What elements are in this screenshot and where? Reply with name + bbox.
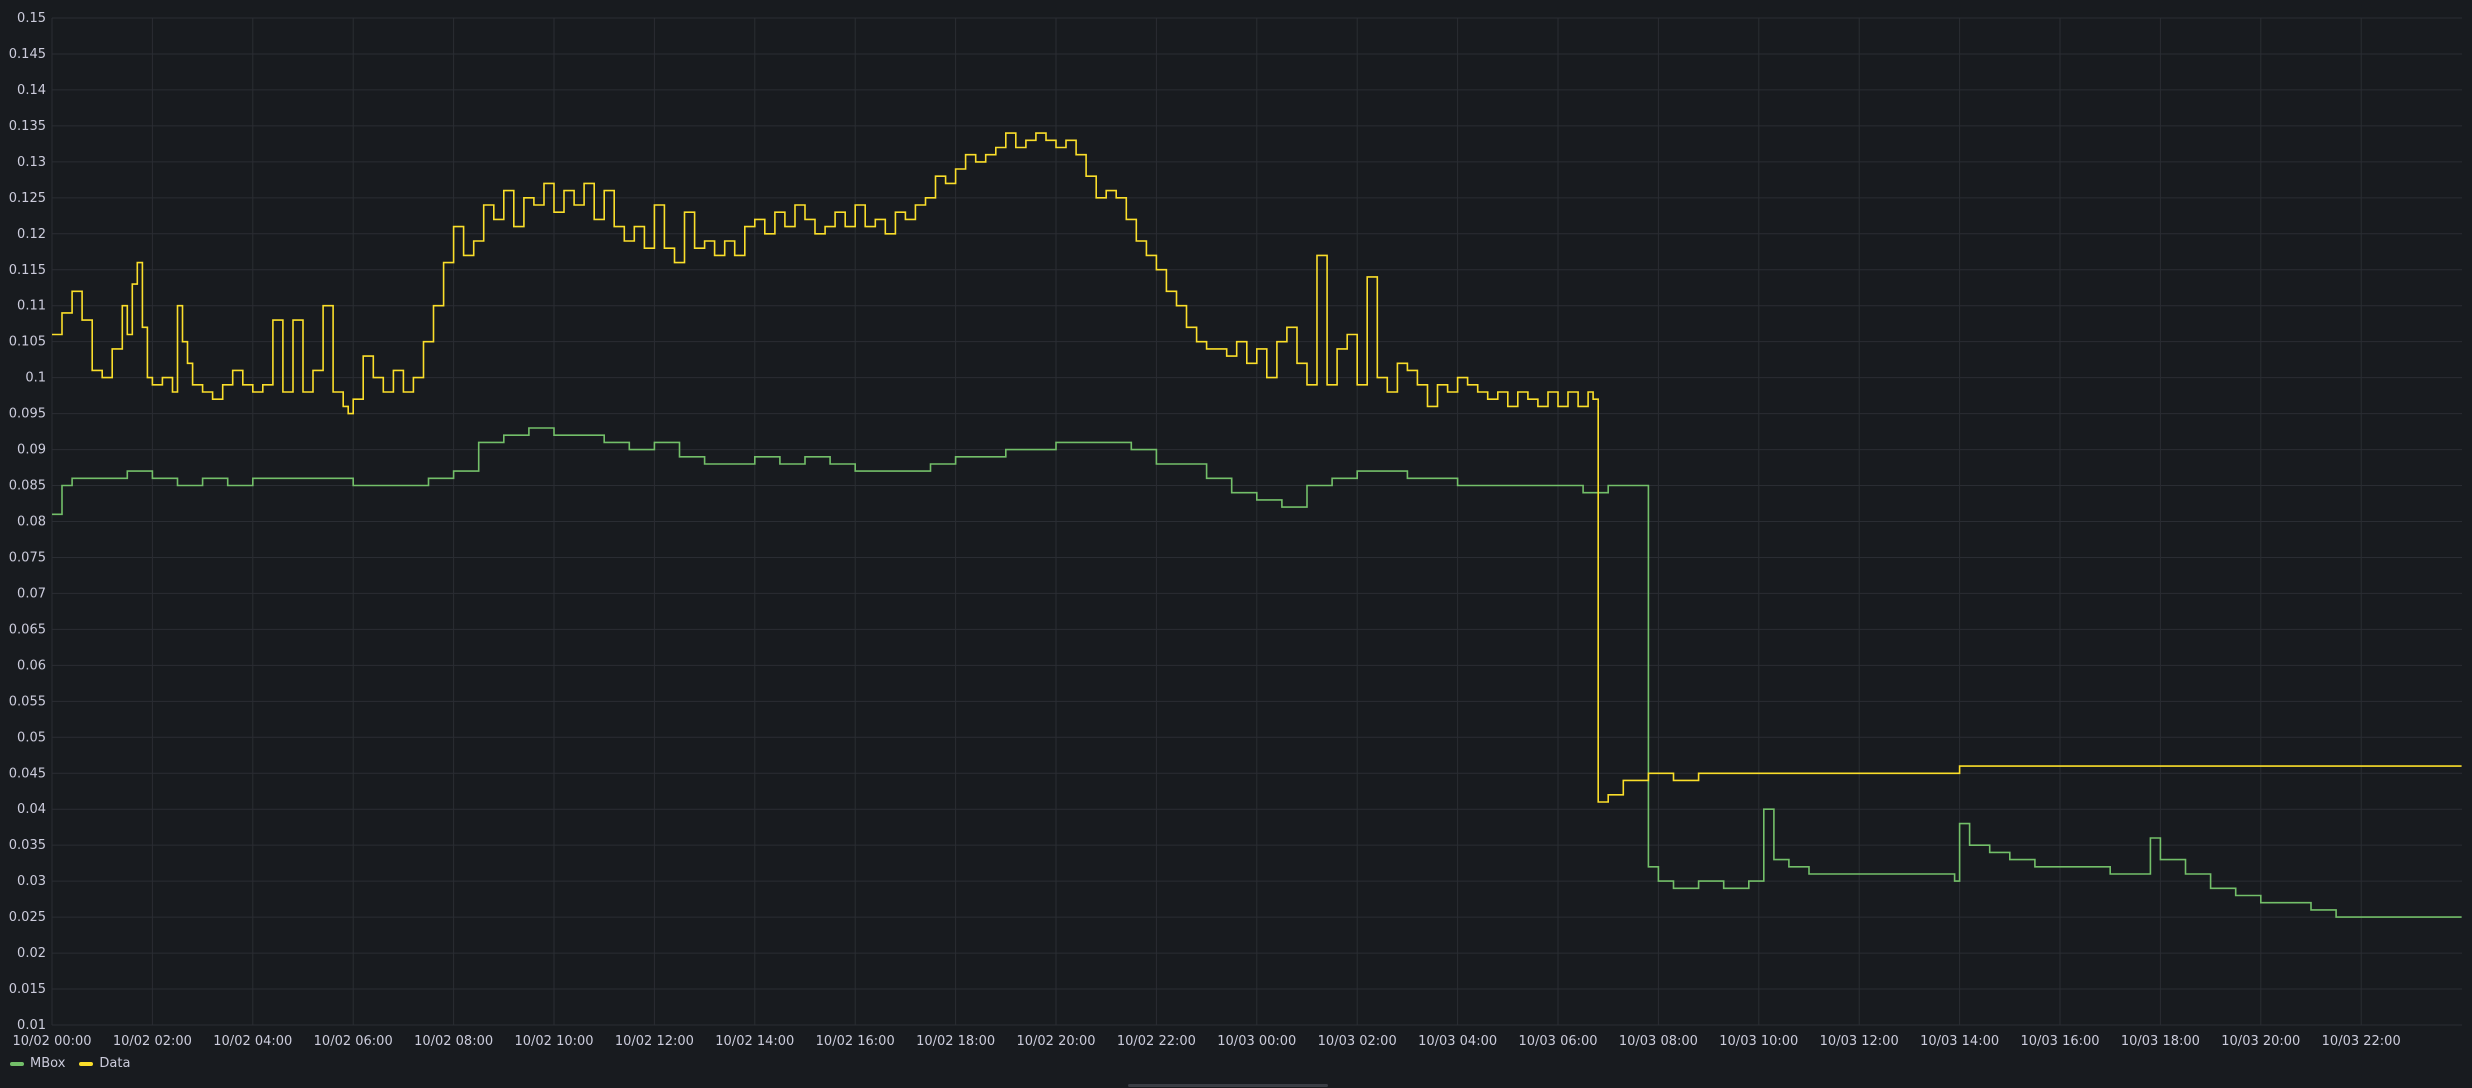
- x-tick-label: 10/03 06:00: [1518, 1034, 1597, 1049]
- y-tick-label: 0.09: [17, 443, 46, 458]
- x-tick-label: 10/03 04:00: [1418, 1034, 1497, 1049]
- y-tick-label: 0.105: [9, 335, 46, 350]
- y-tick-label: 0.035: [9, 838, 46, 853]
- y-tick-label: 0.07: [17, 586, 46, 601]
- legend-label-data: Data: [99, 1056, 131, 1071]
- y-tick-label: 0.05: [17, 730, 46, 745]
- y-tick-label: 0.03: [17, 874, 46, 889]
- y-tick-label: 0.065: [9, 622, 46, 637]
- series-line-data[interactable]: [52, 132, 2462, 803]
- series-layer: [52, 132, 2462, 918]
- y-tick-label: 0.01: [17, 1018, 46, 1033]
- x-axis: 10/02 00:00 10/02 02:00 10/02 04:00 10/02 0…: [12, 1034, 2400, 1049]
- y-tick-label: 0.12: [17, 227, 46, 242]
- y-tick-label: 0.135: [9, 119, 46, 134]
- x-tick-label: 10/03 22:00: [2322, 1034, 2401, 1049]
- legend-item-data[interactable]: Data: [79, 1056, 130, 1071]
- x-tick-label: 10/03 00:00: [1217, 1034, 1296, 1049]
- x-tick-label: 10/03 20:00: [2221, 1034, 2300, 1049]
- y-tick-label: 0.14: [17, 83, 46, 98]
- y-tick-label: 0.04: [17, 802, 46, 817]
- y-tick-label: 0.11: [17, 299, 46, 314]
- y-tick-label: 0.085: [9, 479, 46, 494]
- y-tick-label: 0.08: [17, 515, 46, 530]
- y-tick-label: 0.015: [9, 982, 46, 997]
- x-tick-label: 10/03 10:00: [1719, 1034, 1798, 1049]
- x-tick-label: 10/03 16:00: [2020, 1034, 2099, 1049]
- chart-grid: [51, 17, 2462, 1026]
- x-tick-label: 10/03 14:00: [1920, 1034, 1999, 1049]
- x-tick-label: 10/03 18:00: [2121, 1034, 2200, 1049]
- x-tick-label: 10/02 12:00: [615, 1034, 694, 1049]
- y-tick-label: 0.055: [9, 694, 46, 709]
- y-tick-label: 0.115: [9, 263, 46, 278]
- x-tick-label: 10/03 02:00: [1318, 1034, 1397, 1049]
- legend-item-mbox[interactable]: MBox: [10, 1056, 65, 1071]
- x-tick-label: 10/02 08:00: [414, 1034, 493, 1049]
- y-tick-label: 0.13: [17, 155, 46, 170]
- x-tick-label: 10/02 02:00: [113, 1034, 192, 1049]
- x-tick-label: 10/02 22:00: [1117, 1034, 1196, 1049]
- y-tick-label: 0.075: [9, 550, 46, 565]
- x-tick-label: 10/02 16:00: [816, 1034, 895, 1049]
- legend-swatch-mbox: [10, 1061, 24, 1066]
- legend-label-mbox: MBox: [30, 1056, 66, 1071]
- x-tick-label: 10/02 10:00: [514, 1034, 593, 1049]
- x-tick-label: 10/02 20:00: [1016, 1034, 1095, 1049]
- y-tick-label: 0.025: [9, 910, 46, 925]
- y-axis: 0.01 0.015 0.02 0.025 0.03 0.035 0.04 0.045 0.05…: [9, 11, 46, 1033]
- y-tick-label: 0.125: [9, 191, 46, 206]
- y-tick-label: 0.1: [25, 371, 46, 386]
- legend-swatch-data: [79, 1061, 94, 1066]
- x-tick-label: 10/02 04:00: [213, 1034, 292, 1049]
- horizontal-scrollbar[interactable]: [1128, 1084, 1328, 1087]
- y-tick-label: 0.06: [17, 658, 46, 673]
- y-tick-label: 0.02: [17, 946, 46, 961]
- x-tick-label: 10/02 18:00: [916, 1034, 995, 1049]
- y-tick-label: 0.045: [9, 766, 46, 781]
- x-tick-label: 10/03 12:00: [1820, 1034, 1899, 1049]
- legend: MBox Data: [10, 1056, 130, 1071]
- x-tick-label: 10/02 00:00: [12, 1034, 91, 1049]
- x-tick-label: 10/02 06:00: [314, 1034, 393, 1049]
- series-line-mbox[interactable]: [52, 427, 2462, 918]
- x-tick-label: 10/03 08:00: [1619, 1034, 1698, 1049]
- y-tick-label: 0.15: [17, 11, 46, 26]
- y-tick-label: 0.095: [9, 407, 46, 422]
- x-tick-label: 10/02 14:00: [715, 1034, 794, 1049]
- y-tick-label: 0.145: [9, 47, 46, 62]
